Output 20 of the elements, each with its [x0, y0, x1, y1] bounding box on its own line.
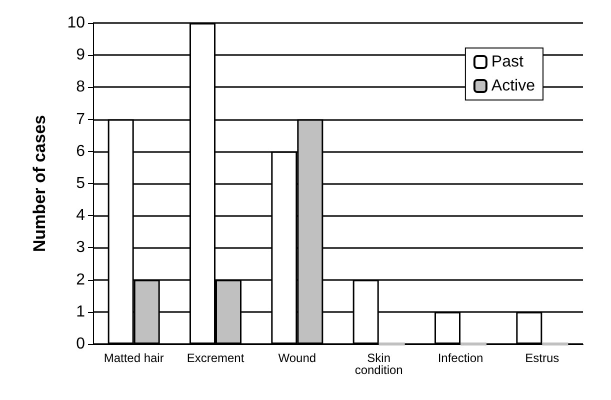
x-tick-label: Skin condition [354, 351, 403, 377]
x-tick-label: Wound [278, 351, 316, 365]
y-tick-label: 2 [76, 271, 86, 288]
x-tick-label: Excrement [186, 351, 245, 365]
y-tick-label: 8 [76, 78, 86, 96]
y-tick-label: 3 [76, 239, 86, 256]
y-axis-title: Number of cases [30, 115, 49, 252]
legend-label: Active [491, 78, 536, 94]
y-tick-label: 9 [76, 46, 86, 64]
y-tick-label: 6 [76, 142, 86, 160]
legend-label: Past [491, 54, 524, 70]
y-tick-label: 7 [76, 110, 86, 128]
y-tick-label: 0 [76, 336, 86, 352]
x-tick-label: Infection [438, 351, 484, 365]
y-tick-label: 4 [76, 207, 86, 224]
x-tick-label: Matted hair [104, 351, 164, 365]
x-tick-label: Estrus [525, 351, 560, 365]
y-tick-label: 10 [67, 14, 86, 32]
y-tick-label: 1 [76, 303, 86, 320]
y-tick-label: 5 [76, 175, 86, 192]
